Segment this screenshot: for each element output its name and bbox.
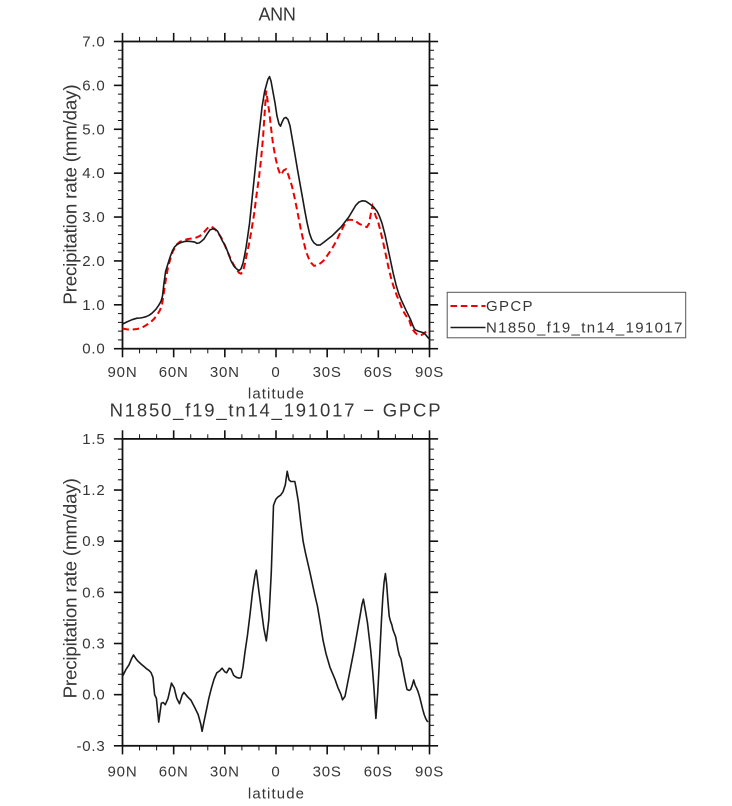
svg-text:0.3: 0.3 — [82, 636, 105, 653]
svg-text:N1850_f19_tn14_191017 − GPCP: N1850_f19_tn14_191017 − GPCP — [110, 400, 443, 422]
svg-text:latitude: latitude — [248, 786, 305, 802]
svg-text:5.0: 5.0 — [82, 121, 105, 138]
svg-text:-0.3: -0.3 — [76, 738, 105, 755]
svg-text:90S: 90S — [415, 764, 444, 781]
svg-text:4.0: 4.0 — [82, 165, 105, 182]
svg-text:0.9: 0.9 — [82, 533, 105, 550]
svg-text:2.0: 2.0 — [82, 253, 105, 270]
svg-text:60S: 60S — [364, 764, 393, 781]
svg-text:7.0: 7.0 — [82, 34, 105, 51]
svg-text:30N: 30N — [210, 364, 240, 381]
svg-text:ANN: ANN — [258, 5, 295, 25]
svg-text:90N: 90N — [108, 364, 138, 381]
svg-text:60N: 60N — [159, 764, 189, 781]
svg-text:90N: 90N — [108, 764, 138, 781]
svg-text:Precipitation rate (mm/day): Precipitation rate (mm/day) — [60, 478, 81, 698]
svg-text:latitude: latitude — [248, 386, 305, 403]
svg-text:0.6: 0.6 — [82, 584, 105, 601]
svg-text:Precipitation rate (mm/day): Precipitation rate (mm/day) — [60, 85, 81, 305]
svg-text:30S: 30S — [313, 364, 342, 381]
svg-text:30N: 30N — [210, 764, 240, 781]
svg-text:60S: 60S — [364, 364, 393, 381]
svg-text:1.0: 1.0 — [82, 297, 105, 314]
svg-text:6.0: 6.0 — [82, 77, 105, 94]
svg-text:N1850_f19_tn14_191017: N1850_f19_tn14_191017 — [486, 320, 684, 337]
svg-text:1.2: 1.2 — [82, 482, 105, 499]
svg-text:GPCP: GPCP — [486, 298, 534, 315]
svg-text:1.5: 1.5 — [82, 431, 105, 448]
svg-text:0.0: 0.0 — [82, 341, 105, 358]
svg-text:60N: 60N — [159, 364, 189, 381]
svg-text:0.0: 0.0 — [82, 687, 105, 704]
svg-text:30S: 30S — [313, 764, 342, 781]
svg-text:0: 0 — [271, 364, 280, 381]
svg-text:0: 0 — [271, 764, 280, 781]
svg-text:90S: 90S — [415, 364, 444, 381]
svg-text:3.0: 3.0 — [82, 209, 105, 226]
